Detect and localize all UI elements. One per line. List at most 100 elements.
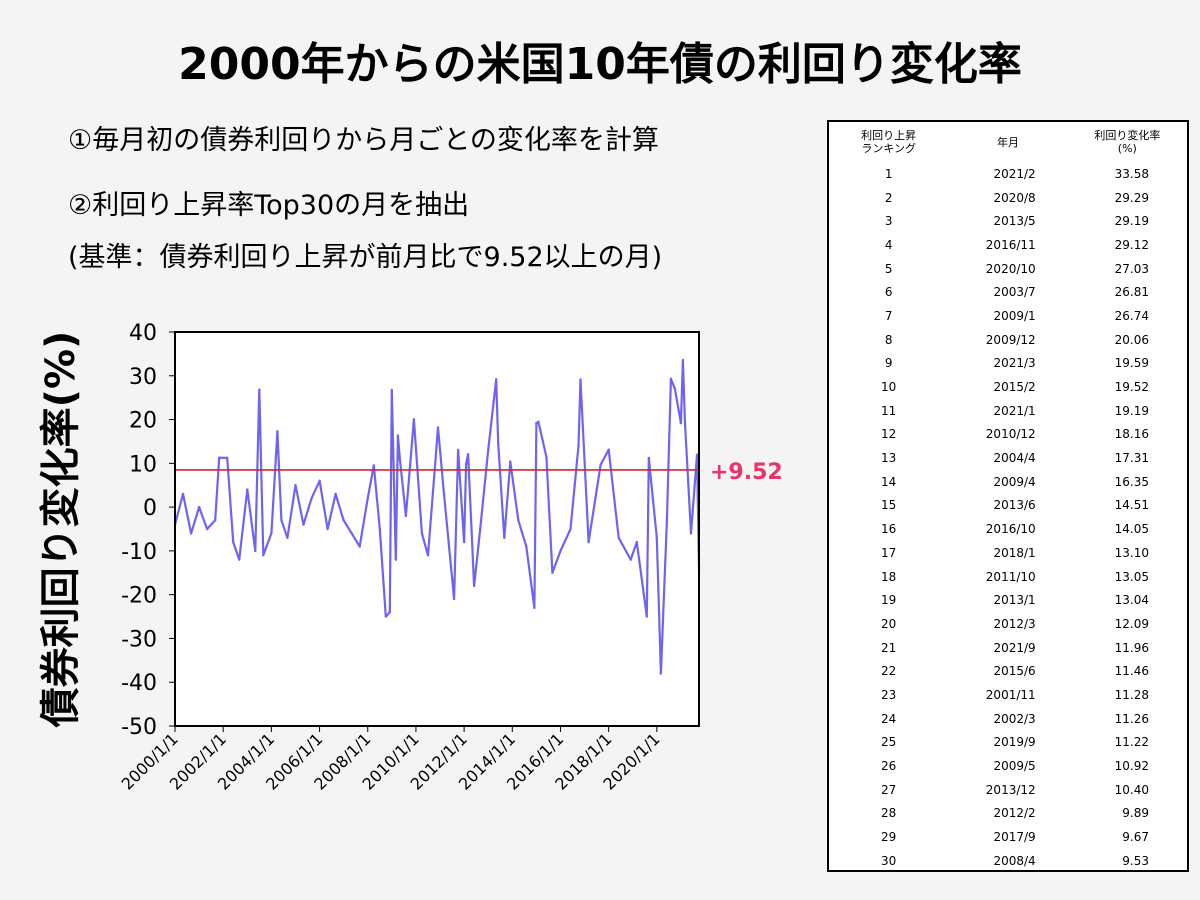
data-point bbox=[681, 358, 685, 362]
data-point bbox=[342, 519, 345, 522]
table-row: 16 2016/10 14.05 bbox=[829, 517, 1187, 541]
month-cell: 2010/12 bbox=[985, 427, 1036, 442]
y-tick-label: 0 bbox=[143, 496, 157, 521]
table-row: 12 2010/12 18.16 bbox=[829, 423, 1187, 447]
rank-cell: 4 bbox=[884, 237, 893, 252]
data-point bbox=[503, 536, 506, 539]
table-row: 18 2011/10 13.05 bbox=[829, 565, 1187, 589]
rate-cell: 26.81 bbox=[1114, 285, 1149, 300]
table-header-cell: 利回り上昇 ランキング bbox=[861, 129, 917, 155]
data-point bbox=[647, 456, 651, 460]
y-tick-label: 20 bbox=[129, 409, 157, 434]
table-row: 27 2013/12 10.40 bbox=[829, 778, 1187, 802]
data-point bbox=[390, 388, 394, 392]
y-tick-label: -20 bbox=[121, 584, 157, 609]
month-cell: 2004/4 bbox=[993, 451, 1036, 466]
month-cell: 2013/5 bbox=[993, 214, 1036, 229]
rank-cell: 23 bbox=[881, 687, 897, 702]
rank-cell: 27 bbox=[881, 782, 897, 797]
rank-cell: 25 bbox=[881, 735, 897, 750]
y-tick-label: 30 bbox=[129, 365, 157, 390]
series-line-0 bbox=[173, 359, 701, 675]
data-point bbox=[599, 463, 602, 466]
data-point bbox=[334, 492, 337, 496]
rate-cell: 29.12 bbox=[1114, 237, 1149, 252]
page-title: 2000年からの米国10年債の利回り変化率 bbox=[178, 39, 1022, 90]
threshold-label: +9.52 bbox=[710, 460, 783, 485]
rate-cell: 29.19 bbox=[1114, 214, 1149, 229]
table-row: 4 2016/11 29.12 bbox=[829, 233, 1187, 257]
month-cell: 2011/10 bbox=[985, 569, 1036, 584]
rate-cell: 11.46 bbox=[1114, 664, 1149, 679]
month-cell: 2013/12 bbox=[985, 782, 1036, 797]
rank-cell: 30 bbox=[881, 853, 897, 868]
rate-cell: 13.05 bbox=[1114, 569, 1149, 584]
month-cell: 2001/11 bbox=[985, 687, 1036, 702]
rate-cell: 9.53 bbox=[1122, 853, 1149, 868]
data-point bbox=[213, 519, 217, 522]
data-point bbox=[683, 420, 687, 423]
data-point bbox=[426, 554, 430, 557]
data-point bbox=[659, 672, 663, 675]
y-tick-label: 40 bbox=[129, 321, 157, 346]
rate-cell: 19.19 bbox=[1114, 403, 1149, 418]
data-point bbox=[472, 584, 476, 588]
rate-cell: 10.40 bbox=[1114, 782, 1149, 797]
data-point bbox=[655, 536, 659, 539]
rank-cell: 10 bbox=[881, 380, 897, 395]
rank-cell: 11 bbox=[881, 403, 897, 418]
data-point bbox=[294, 484, 297, 487]
data-point bbox=[551, 571, 554, 574]
table-header-row: 利回り上昇 ランキング 年月 利回り変化率 (%) bbox=[829, 122, 1187, 162]
month-cell: 2003/7 bbox=[993, 285, 1036, 300]
rate-cell: 17.31 bbox=[1114, 451, 1149, 466]
rank-cell: 20 bbox=[881, 616, 897, 631]
data-point bbox=[533, 606, 536, 609]
rank-cell: 21 bbox=[881, 640, 897, 655]
data-point bbox=[535, 421, 538, 425]
y-tick-label: 10 bbox=[129, 452, 157, 477]
month-cell: 2016/11 bbox=[985, 237, 1036, 252]
month-cell: 2002/3 bbox=[993, 711, 1036, 726]
rate-cell: 13.10 bbox=[1114, 545, 1149, 560]
data-point bbox=[517, 519, 520, 522]
rank-cell: 12 bbox=[881, 427, 897, 442]
rank-cell: 2 bbox=[884, 190, 893, 205]
rank-cell: 1 bbox=[884, 166, 893, 181]
rate-cell: 33.58 bbox=[1114, 166, 1149, 181]
data-point bbox=[525, 545, 528, 548]
month-cell: 2012/2 bbox=[993, 806, 1036, 821]
data-point bbox=[398, 458, 402, 461]
data-point bbox=[286, 536, 289, 539]
data-point bbox=[442, 492, 446, 496]
data-point bbox=[326, 527, 329, 531]
table-row: 1 2021/2 33.58 bbox=[829, 162, 1187, 186]
data-point bbox=[587, 540, 590, 544]
rank-cell: 6 bbox=[884, 285, 893, 300]
data-point bbox=[318, 479, 321, 483]
rate-cell: 12.09 bbox=[1114, 616, 1149, 631]
table-row: 15 2013/6 14.51 bbox=[829, 494, 1187, 518]
rank-cell: 16 bbox=[881, 522, 897, 537]
data-point bbox=[420, 532, 424, 535]
data-point bbox=[366, 497, 369, 500]
data-point bbox=[464, 462, 468, 466]
data-point bbox=[280, 519, 283, 522]
data-point bbox=[669, 377, 673, 381]
table-row: 5 2020/10 27.03 bbox=[829, 257, 1187, 281]
data-point bbox=[559, 549, 562, 553]
month-cell: 2013/1 bbox=[993, 593, 1036, 608]
data-point bbox=[238, 558, 241, 561]
data-point bbox=[217, 456, 221, 459]
rate-cell: 11.28 bbox=[1114, 687, 1149, 702]
data-point bbox=[629, 558, 632, 561]
data-point bbox=[579, 378, 582, 381]
rate-cell: 13.04 bbox=[1114, 593, 1149, 608]
data-point bbox=[310, 497, 313, 500]
table-row: 20 2012/3 12.09 bbox=[829, 612, 1187, 636]
data-point bbox=[537, 420, 540, 423]
data-point bbox=[452, 597, 456, 601]
rate-cell: 11.96 bbox=[1114, 640, 1149, 655]
rate-cell: 26.74 bbox=[1114, 308, 1149, 323]
data-point bbox=[388, 610, 392, 614]
